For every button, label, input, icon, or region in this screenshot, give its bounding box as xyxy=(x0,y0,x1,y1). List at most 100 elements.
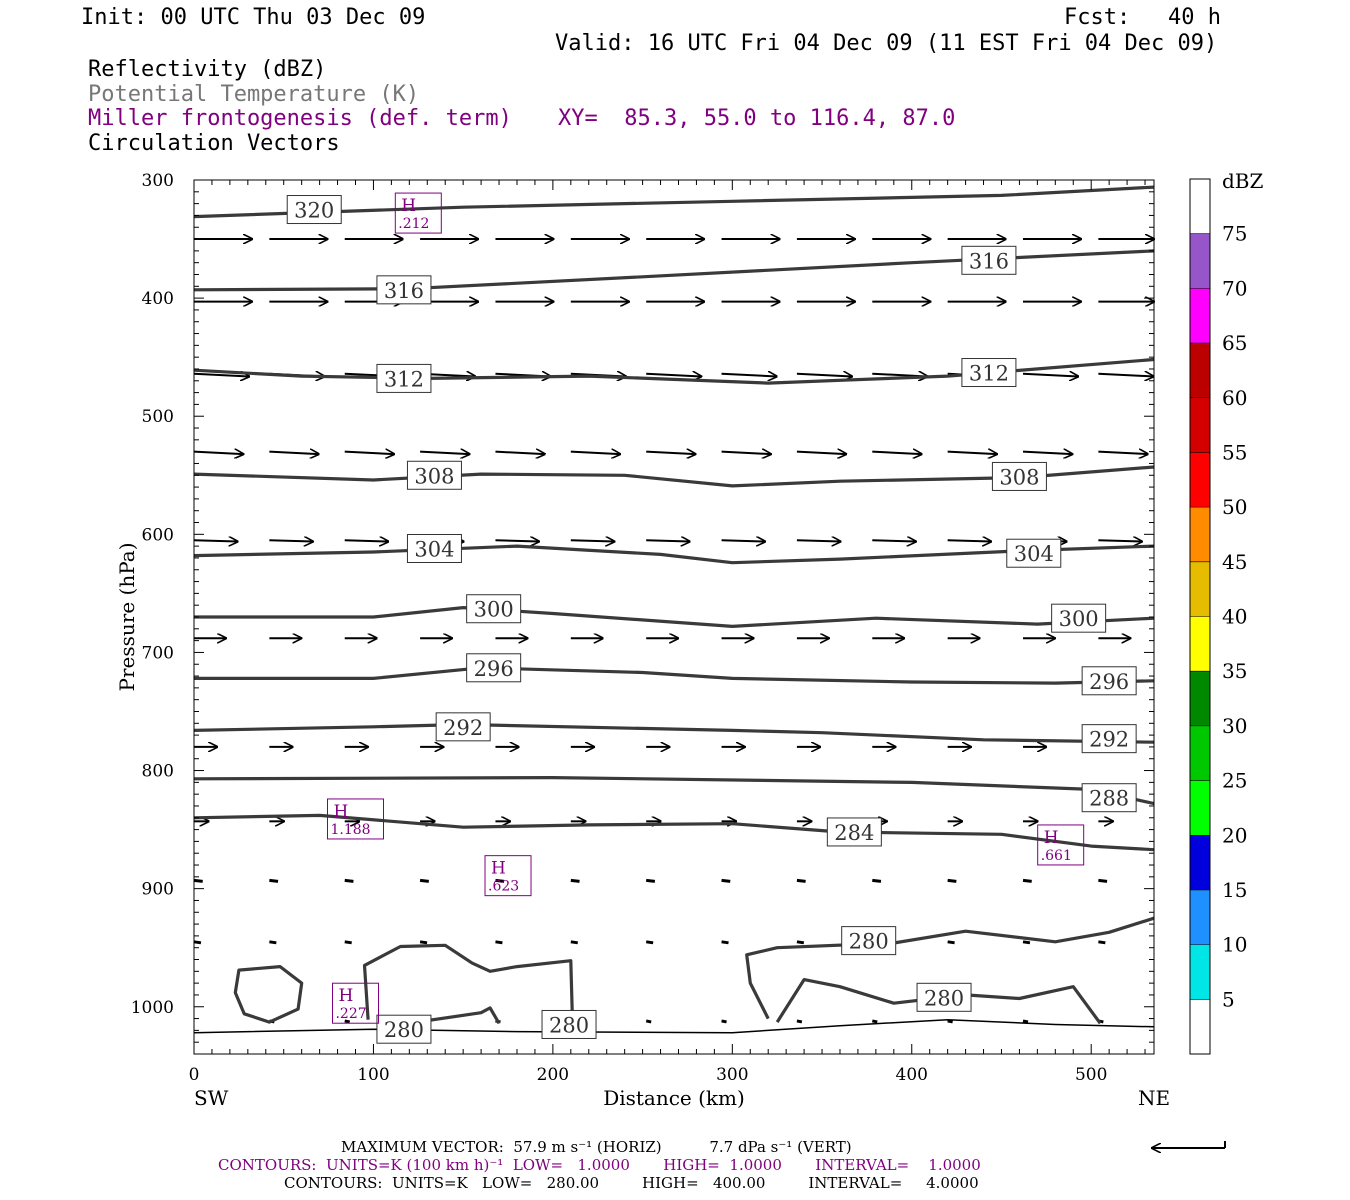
circulation-vectors xyxy=(193,239,1154,1024)
max-value: .212 xyxy=(398,216,429,232)
theta-contour-320 xyxy=(193,185,1155,219)
colorbar-level-label: 15 xyxy=(1222,878,1247,902)
forecast-label: Fcst: xyxy=(1064,5,1131,30)
max-value: .623 xyxy=(488,879,519,895)
theta-contour-label: 312 xyxy=(961,358,1017,388)
svg-text:304: 304 xyxy=(414,537,454,561)
max-letter: H xyxy=(338,986,353,1006)
colorbar-segment xyxy=(1190,179,1210,234)
reference-vector-arrow xyxy=(1152,1141,1226,1148)
theta-contour-labels: 320 316 316 312 312 308 308 304 304 300 300 296 296 2… xyxy=(286,195,1137,1044)
colorbar-segment xyxy=(1190,233,1210,289)
vector-arrow xyxy=(721,878,731,883)
theta-contour-label: 304 xyxy=(406,533,462,563)
vector-arrow xyxy=(796,1019,803,1024)
svg-text:296: 296 xyxy=(474,657,514,681)
init-time: Init: 00 UTC Thu 03 Dec 09 xyxy=(81,5,426,30)
theta-contour-284 xyxy=(193,813,1155,852)
theta-contour-label: 284 xyxy=(826,817,882,847)
vector-arrow xyxy=(721,374,777,377)
colorbar-level-label: 65 xyxy=(1222,331,1247,355)
svg-text:304: 304 xyxy=(1014,542,1054,566)
frontogenesis-max-marker: H.661 xyxy=(1037,824,1085,866)
svg-text:288: 288 xyxy=(1089,787,1129,811)
vector-arrow xyxy=(1098,940,1106,945)
max-letter: H xyxy=(401,196,416,216)
vector-arrow xyxy=(721,1019,727,1024)
vector-arrow xyxy=(193,878,203,883)
x-tick-label: 200 xyxy=(537,1065,569,1085)
vector-arrow xyxy=(646,452,695,454)
colorbar-segment xyxy=(1190,561,1210,617)
max-letter: H xyxy=(491,859,506,879)
left-end-label: SW xyxy=(194,1086,229,1110)
vector-arrow xyxy=(796,540,841,541)
x-tick-label: 400 xyxy=(896,1065,928,1085)
vector-arrow xyxy=(193,452,243,454)
forecast-hours: 40 h xyxy=(1168,5,1221,30)
theta-contour-label: 288 xyxy=(1081,783,1137,813)
vector-arrow xyxy=(269,878,279,883)
max-value: 1.188 xyxy=(330,822,370,838)
vector-arrow xyxy=(1098,878,1108,883)
y-tick-label: 400 xyxy=(142,289,174,309)
vector-arrow xyxy=(269,940,277,945)
max-value: .227 xyxy=(335,1006,366,1022)
vector-arrow xyxy=(419,940,428,945)
vector-arrow xyxy=(872,878,882,883)
vector-arrow xyxy=(420,452,469,454)
vector-arrow xyxy=(344,452,394,454)
svg-text:280: 280 xyxy=(384,1018,424,1042)
vector-arrow xyxy=(947,940,955,945)
field-reflectivity: Reflectivity (dBZ) xyxy=(88,57,327,82)
vector-arrow xyxy=(419,878,429,883)
field-potential-temperature: Potential Temperature (K) xyxy=(88,82,420,107)
colorbar-level-label: 55 xyxy=(1222,440,1247,464)
theta-contour-280 xyxy=(233,965,304,1024)
max-letter: H xyxy=(333,802,348,822)
theta-contour-312 xyxy=(193,357,1155,385)
colorbar-level-label: 50 xyxy=(1222,495,1247,519)
vector-arrow xyxy=(796,374,852,377)
vector-arrow xyxy=(193,540,238,541)
field-frontogenesis: Miller frontogenesis (def. term) xyxy=(88,106,512,131)
theta-contour-label: 300 xyxy=(466,594,522,624)
colorbar-level-label: 40 xyxy=(1222,605,1247,629)
colorbar-segment xyxy=(1190,889,1210,945)
theta-contour-308 xyxy=(193,465,1155,488)
max-letter: H xyxy=(1044,828,1059,848)
svg-text:284: 284 xyxy=(834,821,874,845)
svg-text:292: 292 xyxy=(443,716,483,740)
theta-contour-label: 308 xyxy=(991,461,1047,491)
theta-contour-label: 292 xyxy=(435,712,491,742)
vector-arrow xyxy=(269,540,313,541)
vector-arrow xyxy=(193,940,202,945)
colorbar-level-label: 30 xyxy=(1222,714,1247,738)
theta-contour-label: 304 xyxy=(1006,538,1062,568)
theta-contour-288 xyxy=(193,776,1155,806)
vector-arrow xyxy=(344,540,389,541)
theta-contour-300 xyxy=(194,606,1155,628)
x-tick-label: 100 xyxy=(357,1065,389,1085)
y-axis-label: Pressure (hPa) xyxy=(115,543,139,692)
svg-text:312: 312 xyxy=(384,367,424,391)
theta-contour-label: 316 xyxy=(961,245,1017,275)
theta-contour-304 xyxy=(193,544,1155,565)
y-tick-label: 700 xyxy=(142,643,174,663)
vector-arrow xyxy=(1022,940,1031,945)
vector-arrow xyxy=(721,940,729,945)
vector-arrow xyxy=(872,452,921,454)
frontogenesis-max-marker: H1.188 xyxy=(326,798,384,840)
colorbar-segment xyxy=(1190,944,1210,1000)
colorbar-segment xyxy=(1190,616,1210,672)
y-tick-label: 500 xyxy=(142,407,174,427)
field-circulation-vectors: Circulation Vectors xyxy=(88,131,340,156)
theta-contour-280 xyxy=(400,1006,501,1027)
svg-text:300: 300 xyxy=(474,598,514,622)
vector-arrow xyxy=(796,878,806,883)
vector-arrow xyxy=(269,452,318,454)
theta-contour-292 xyxy=(193,722,1155,744)
vector-arrow xyxy=(645,1019,652,1024)
vector-arrow xyxy=(344,878,354,883)
